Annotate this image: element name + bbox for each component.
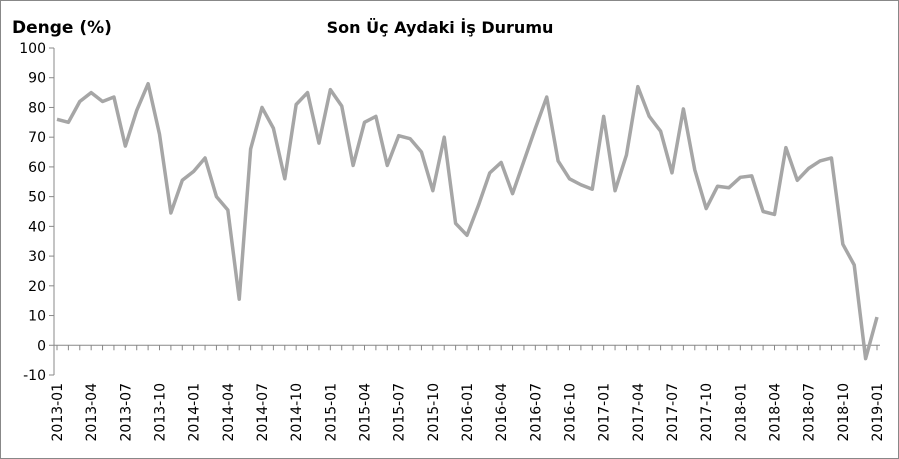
y-tick-label: 60: [28, 160, 46, 176]
x-tick-label: 2015-07: [392, 383, 408, 442]
x-tick-label: 2016-04: [494, 383, 510, 442]
x-tick-label: 2018-04: [768, 383, 784, 442]
y-tick-label: 100: [19, 41, 46, 57]
x-tick-label: 2017-01: [597, 383, 613, 442]
x-tick-label: 2013-04: [84, 383, 100, 442]
y-tick-label: 70: [28, 130, 46, 146]
x-tick-label: 2016-01: [460, 383, 476, 442]
y-tick-label: 90: [28, 71, 46, 87]
x-tick-label: 2013-01: [50, 383, 66, 442]
x-tick-label: 2013-07: [118, 383, 134, 442]
y-tick-label: 80: [28, 100, 46, 116]
x-tick-label: 2018-07: [802, 383, 818, 442]
x-tick-label: 2017-07: [665, 383, 681, 442]
y-tick-label: 0: [37, 338, 46, 354]
x-tick-label: 2014-07: [255, 383, 271, 442]
y-tick-label: 40: [28, 219, 46, 235]
x-tick-label: 2017-04: [631, 383, 647, 442]
x-tick-label: 2014-04: [221, 383, 237, 442]
data-line: [56, 81, 879, 361]
x-tick-label: 2014-10: [289, 383, 305, 442]
x-tick-label: 2013-10: [153, 383, 169, 442]
y-tick-label: 30: [28, 249, 46, 265]
x-tick-label: 2017-10: [699, 383, 715, 442]
x-tick-label: 2016-07: [528, 383, 544, 442]
x-tick-label: 2016-10: [563, 383, 579, 442]
x-tick-label: 2015-04: [358, 383, 374, 442]
y-axis-label: Denge (%): [12, 18, 112, 38]
y-tick-label: -10: [23, 368, 46, 384]
chart-title: Son Üç Aydaki İş Durumu: [327, 18, 554, 37]
x-tick-label: 2015-01: [323, 383, 339, 442]
y-tick-label: 20: [28, 279, 46, 295]
x-tick-label: 2019-01: [870, 383, 886, 442]
y-tick-label: 10: [28, 309, 46, 325]
x-tick-label: 2018-10: [836, 383, 852, 442]
x-tick-label: 2015-10: [426, 383, 442, 442]
y-tick-label: 50: [28, 190, 46, 206]
x-tick-label: 2018-01: [733, 383, 749, 442]
x-tick-label: 2014-01: [187, 383, 203, 442]
